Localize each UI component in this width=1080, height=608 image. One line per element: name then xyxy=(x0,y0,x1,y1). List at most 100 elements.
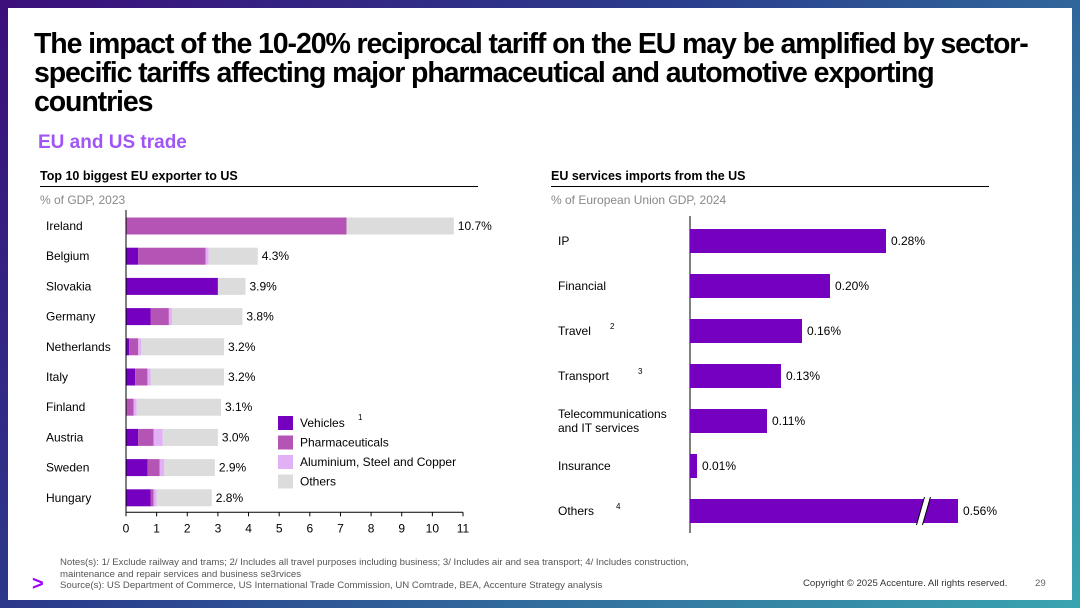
category-label: Financial xyxy=(558,279,606,293)
category-label: Slovakia xyxy=(46,279,92,293)
slide: The impact of the 10-20% reciprocal tari… xyxy=(8,8,1072,600)
bar-segment xyxy=(150,489,154,507)
notes-text: Notes(s): 1/ Exclude railway and trams; … xyxy=(60,557,689,580)
bar-segment xyxy=(138,338,142,356)
x-tick-label: 7 xyxy=(337,521,344,535)
x-tick-label: 1 xyxy=(153,521,160,535)
category-label: Ireland xyxy=(46,219,83,233)
bar-segment xyxy=(168,308,172,326)
bar-segment xyxy=(346,217,454,235)
value-label: 0.11% xyxy=(772,414,805,428)
bar-segment xyxy=(205,247,209,265)
category-label: Insurance xyxy=(558,459,611,473)
value-label: 0.16% xyxy=(807,324,841,338)
x-tick-label: 5 xyxy=(276,521,283,535)
total-label: 3.9% xyxy=(249,279,277,293)
bar-segment xyxy=(150,368,225,386)
x-tick-label: 9 xyxy=(398,521,405,535)
category-label: Travel xyxy=(558,324,591,338)
total-label: 4.3% xyxy=(262,249,290,263)
bar-segment xyxy=(208,247,258,265)
x-tick-label: 2 xyxy=(184,521,191,535)
category-label: Germany xyxy=(46,310,95,324)
legend-footnote: 1 xyxy=(358,413,363,422)
source-text: Source(s): US Department of Commerce, US… xyxy=(60,580,603,592)
category-label: Hungary xyxy=(46,491,91,505)
bar-segment xyxy=(141,338,225,356)
category-label: IP xyxy=(558,234,569,248)
service-bar xyxy=(690,454,697,478)
footer-notes: Notes(s): 1/ Exclude railway and trams; … xyxy=(60,557,740,592)
left-chart-title: Top 10 biggest EU exporter to US xyxy=(40,169,238,183)
service-bar xyxy=(690,229,886,253)
service-bar xyxy=(690,319,802,343)
bar-segment xyxy=(138,428,154,446)
x-tick-label: 3 xyxy=(215,521,222,535)
total-label: 3.0% xyxy=(222,430,250,444)
bar-segment xyxy=(150,308,169,326)
bar-segment xyxy=(126,398,134,416)
bar-segment xyxy=(147,459,160,477)
value-label: 0.28% xyxy=(891,234,925,248)
bar-segment xyxy=(126,489,151,507)
service-bar xyxy=(690,499,958,523)
bar-segment xyxy=(171,308,243,326)
bar-segment xyxy=(147,368,151,386)
legend-swatch xyxy=(278,435,293,450)
right-unit-label: % of European Union GDP, 2024 xyxy=(551,193,727,207)
category-label: Austria xyxy=(46,430,84,444)
bar-segment xyxy=(153,489,157,507)
bar-segment xyxy=(135,368,148,386)
axis-break-gap xyxy=(916,497,931,525)
left-title-rule xyxy=(40,186,478,187)
total-label: 3.8% xyxy=(246,310,274,324)
category-label: Finland xyxy=(46,400,85,414)
legend-label: Pharmaceuticals xyxy=(300,436,389,450)
bar-segment xyxy=(126,247,139,265)
bar-segment xyxy=(126,217,347,235)
total-label: 3.2% xyxy=(228,340,256,354)
x-tick-label: 11 xyxy=(457,521,470,535)
bar-segment xyxy=(126,277,218,295)
bar-segment xyxy=(153,428,163,446)
left-unit-label: % of GDP, 2023 xyxy=(40,193,126,207)
category-label: Netherlands xyxy=(46,340,111,354)
bar-segment xyxy=(129,338,139,356)
legend-swatch xyxy=(278,455,293,469)
bar-segment xyxy=(126,368,136,386)
services-chart: IP 0.28% Financial 0.20% Travel 2 0.16% Transpo… xyxy=(558,216,997,533)
right-title-rule xyxy=(551,186,989,187)
bar-segment xyxy=(126,308,151,326)
accenture-logo-icon: > xyxy=(32,573,44,595)
footnote-marker: 4 xyxy=(616,502,621,511)
page-number: 29 xyxy=(1035,578,1046,589)
page-title: The impact of the 10-20% reciprocal tari… xyxy=(34,28,1029,118)
footnote-marker: 2 xyxy=(610,322,615,331)
category-label: Belgium xyxy=(46,249,89,263)
value-label: 0.01% xyxy=(702,459,736,473)
x-tick-label: 4 xyxy=(245,521,252,535)
value-label: 0.56% xyxy=(963,504,997,518)
x-tick-label: 0 xyxy=(123,521,130,535)
exporters-chart: Ireland 10.7% Belgium 4.3% Slovakia 3.9% Germa… xyxy=(46,210,492,535)
category-label: and IT services xyxy=(558,421,639,435)
category-label: Transport xyxy=(558,369,610,383)
service-bar xyxy=(690,364,781,388)
value-label: 0.20% xyxy=(835,279,869,293)
axis-break-line xyxy=(921,496,931,526)
category-label: Italy xyxy=(46,370,68,384)
bar-segment xyxy=(126,428,139,446)
category-label: Others xyxy=(558,504,594,518)
total-label: 3.2% xyxy=(228,370,256,384)
bar-segment xyxy=(126,459,148,477)
legend-label: Aluminium, Steel and Copper xyxy=(300,455,456,469)
bar-segment xyxy=(159,459,165,477)
copyright-text: Copyright © 2025 Accenture. All rights r… xyxy=(803,578,1008,589)
bar-segment xyxy=(162,428,218,446)
x-tick-label: 6 xyxy=(306,521,313,535)
bar-segment xyxy=(133,398,137,416)
footnote-marker: 3 xyxy=(638,367,643,376)
total-label: 10.7% xyxy=(458,219,492,233)
bar-segment xyxy=(164,459,215,477)
total-label: 2.8% xyxy=(216,491,244,505)
